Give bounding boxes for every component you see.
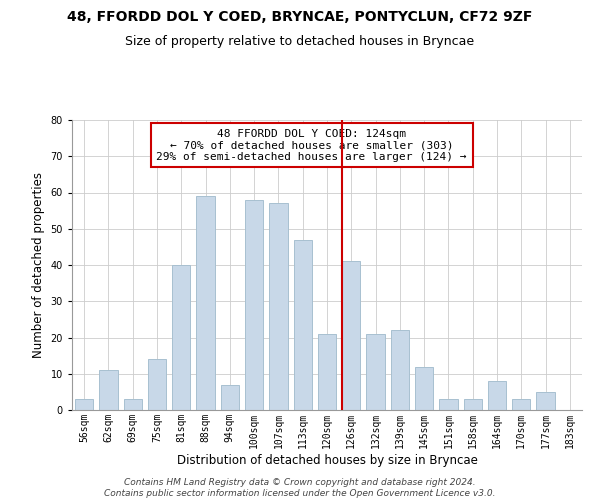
Bar [196, 196, 215, 410]
Bar [172, 265, 190, 410]
Bar [464, 399, 482, 410]
Y-axis label: Number of detached properties: Number of detached properties [32, 172, 45, 358]
Bar [342, 262, 361, 410]
Bar [318, 334, 336, 410]
Text: 48, FFORDD DOL Y COED, BRYNCAE, PONTYCLUN, CF72 9ZF: 48, FFORDD DOL Y COED, BRYNCAE, PONTYCLU… [67, 10, 533, 24]
Bar [367, 334, 385, 410]
Text: 48 FFORDD DOL Y COED: 124sqm
← 70% of detached houses are smaller (303)
29% of s: 48 FFORDD DOL Y COED: 124sqm ← 70% of de… [157, 128, 467, 162]
Bar [512, 399, 530, 410]
Bar [269, 204, 287, 410]
Text: Size of property relative to detached houses in Bryncae: Size of property relative to detached ho… [125, 35, 475, 48]
Bar [439, 399, 458, 410]
Bar [124, 399, 142, 410]
Bar [148, 359, 166, 410]
Bar [391, 330, 409, 410]
Bar [221, 384, 239, 410]
Text: Contains HM Land Registry data © Crown copyright and database right 2024.
Contai: Contains HM Land Registry data © Crown c… [104, 478, 496, 498]
Bar [536, 392, 554, 410]
Bar [488, 381, 506, 410]
Bar [245, 200, 263, 410]
Bar [415, 366, 433, 410]
Bar [100, 370, 118, 410]
Bar [293, 240, 312, 410]
Bar [75, 399, 93, 410]
X-axis label: Distribution of detached houses by size in Bryncae: Distribution of detached houses by size … [176, 454, 478, 466]
